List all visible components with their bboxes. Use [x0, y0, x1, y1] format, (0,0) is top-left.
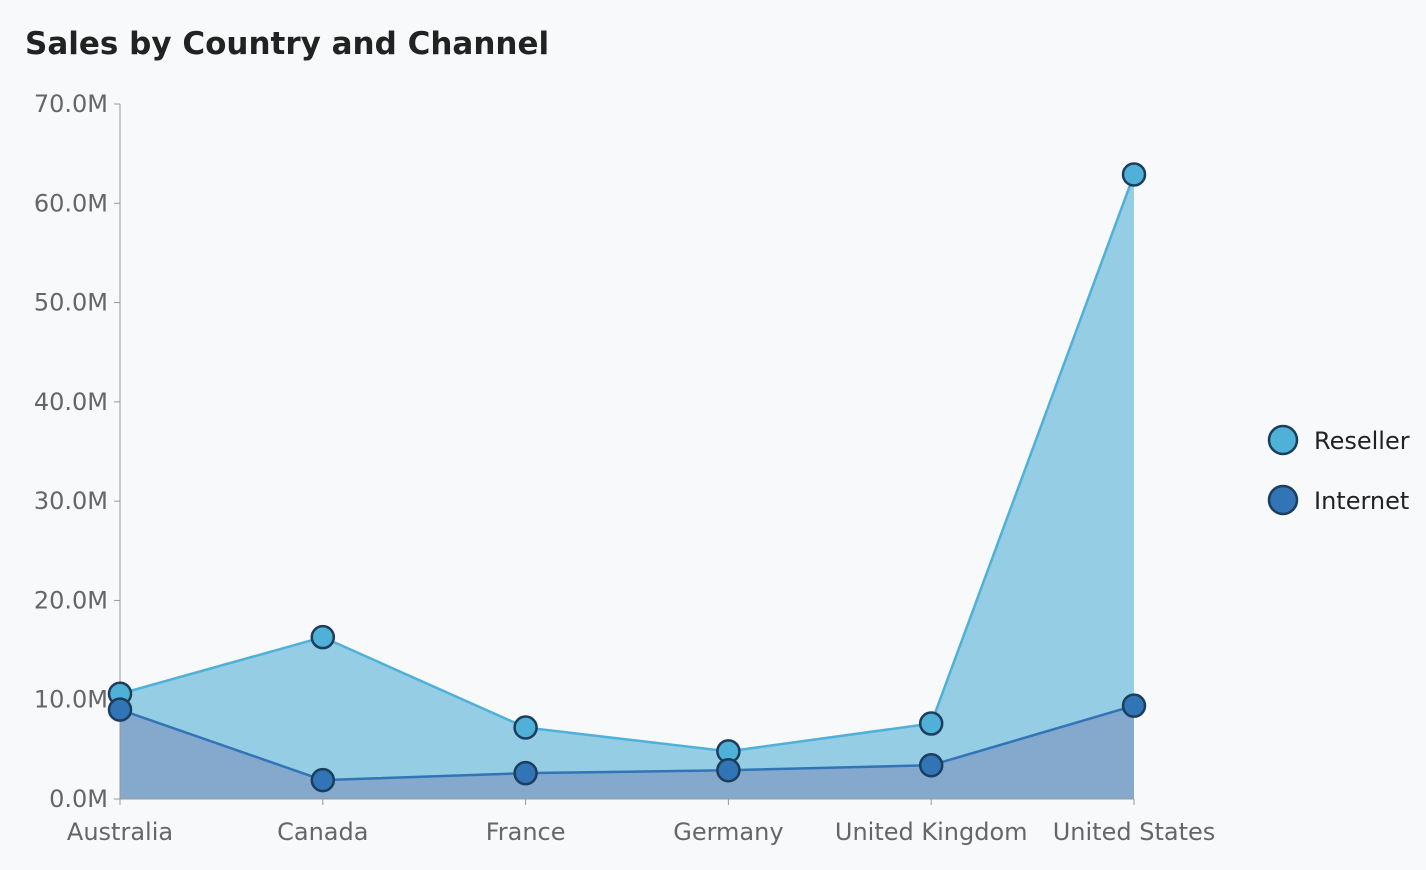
marker-internet — [107, 697, 133, 722]
x-tick-label: Germany — [673, 818, 783, 846]
legend-swatch-internet — [1267, 484, 1299, 516]
x-tick-label: United States — [1053, 818, 1216, 846]
area-reseller — [120, 174, 1134, 799]
marker-reseller — [1121, 162, 1147, 187]
series-areas — [119, 174, 1136, 799]
axes: 0.0M 10.0M 20.0M 30.0M 40.0M 50.0M 60.0M 70.0M A… — [34, 90, 1215, 846]
legend-label-internet: Internet — [1314, 487, 1409, 515]
y-tick-label: 40.0M — [34, 388, 108, 416]
area-internet — [120, 705, 1134, 799]
x-tick-label: Canada — [277, 818, 368, 846]
y-tick-label: 70.0M — [34, 90, 108, 118]
chart-title: Sales by Country and Channel — [25, 26, 550, 62]
x-tick-label: France — [486, 818, 566, 846]
legend-label-reseller: Reseller — [1314, 427, 1410, 455]
marker-internet — [513, 760, 538, 786]
marker-internet — [310, 767, 336, 793]
legend: Reseller Internet — [1267, 424, 1410, 516]
marker-internet — [716, 757, 741, 783]
y-tick-label: 60.0M — [34, 189, 108, 217]
x-tick-label: Australia — [67, 818, 173, 846]
y-tick-label: 20.0M — [34, 586, 108, 614]
marker-internet — [1121, 693, 1147, 718]
x-tick-label: United Kingdom — [835, 818, 1028, 846]
marker-reseller — [918, 711, 944, 736]
series-markers — [107, 162, 1147, 793]
y-tick-label: 10.0M — [34, 686, 108, 714]
marker-reseller — [310, 624, 336, 650]
line-internet — [119, 704, 1135, 782]
line-reseller — [119, 174, 1136, 753]
marker-reseller — [513, 715, 538, 740]
y-tick-label: 30.0M — [34, 487, 108, 515]
marker-internet — [918, 752, 944, 778]
y-tick-label: 0.0M — [49, 785, 108, 813]
y-tick-label: 50.0M — [34, 289, 108, 317]
legend-swatch-reseller — [1267, 424, 1299, 456]
